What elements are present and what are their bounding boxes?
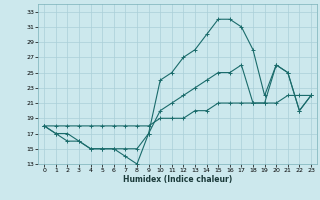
X-axis label: Humidex (Indice chaleur): Humidex (Indice chaleur) — [123, 175, 232, 184]
